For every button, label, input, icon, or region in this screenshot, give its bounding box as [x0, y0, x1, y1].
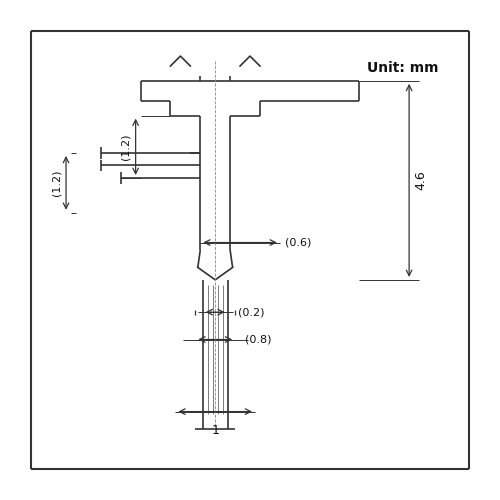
Text: 1: 1 [212, 424, 219, 437]
Text: (1.2): (1.2) [51, 170, 61, 196]
Text: (0.6): (0.6) [285, 238, 311, 248]
Text: 4.6: 4.6 [414, 170, 427, 190]
Text: (1.2): (1.2) [120, 134, 130, 160]
Text: (0.8): (0.8) [245, 334, 272, 344]
Text: Unit: mm: Unit: mm [368, 61, 439, 75]
Text: (0.2): (0.2) [238, 307, 264, 317]
